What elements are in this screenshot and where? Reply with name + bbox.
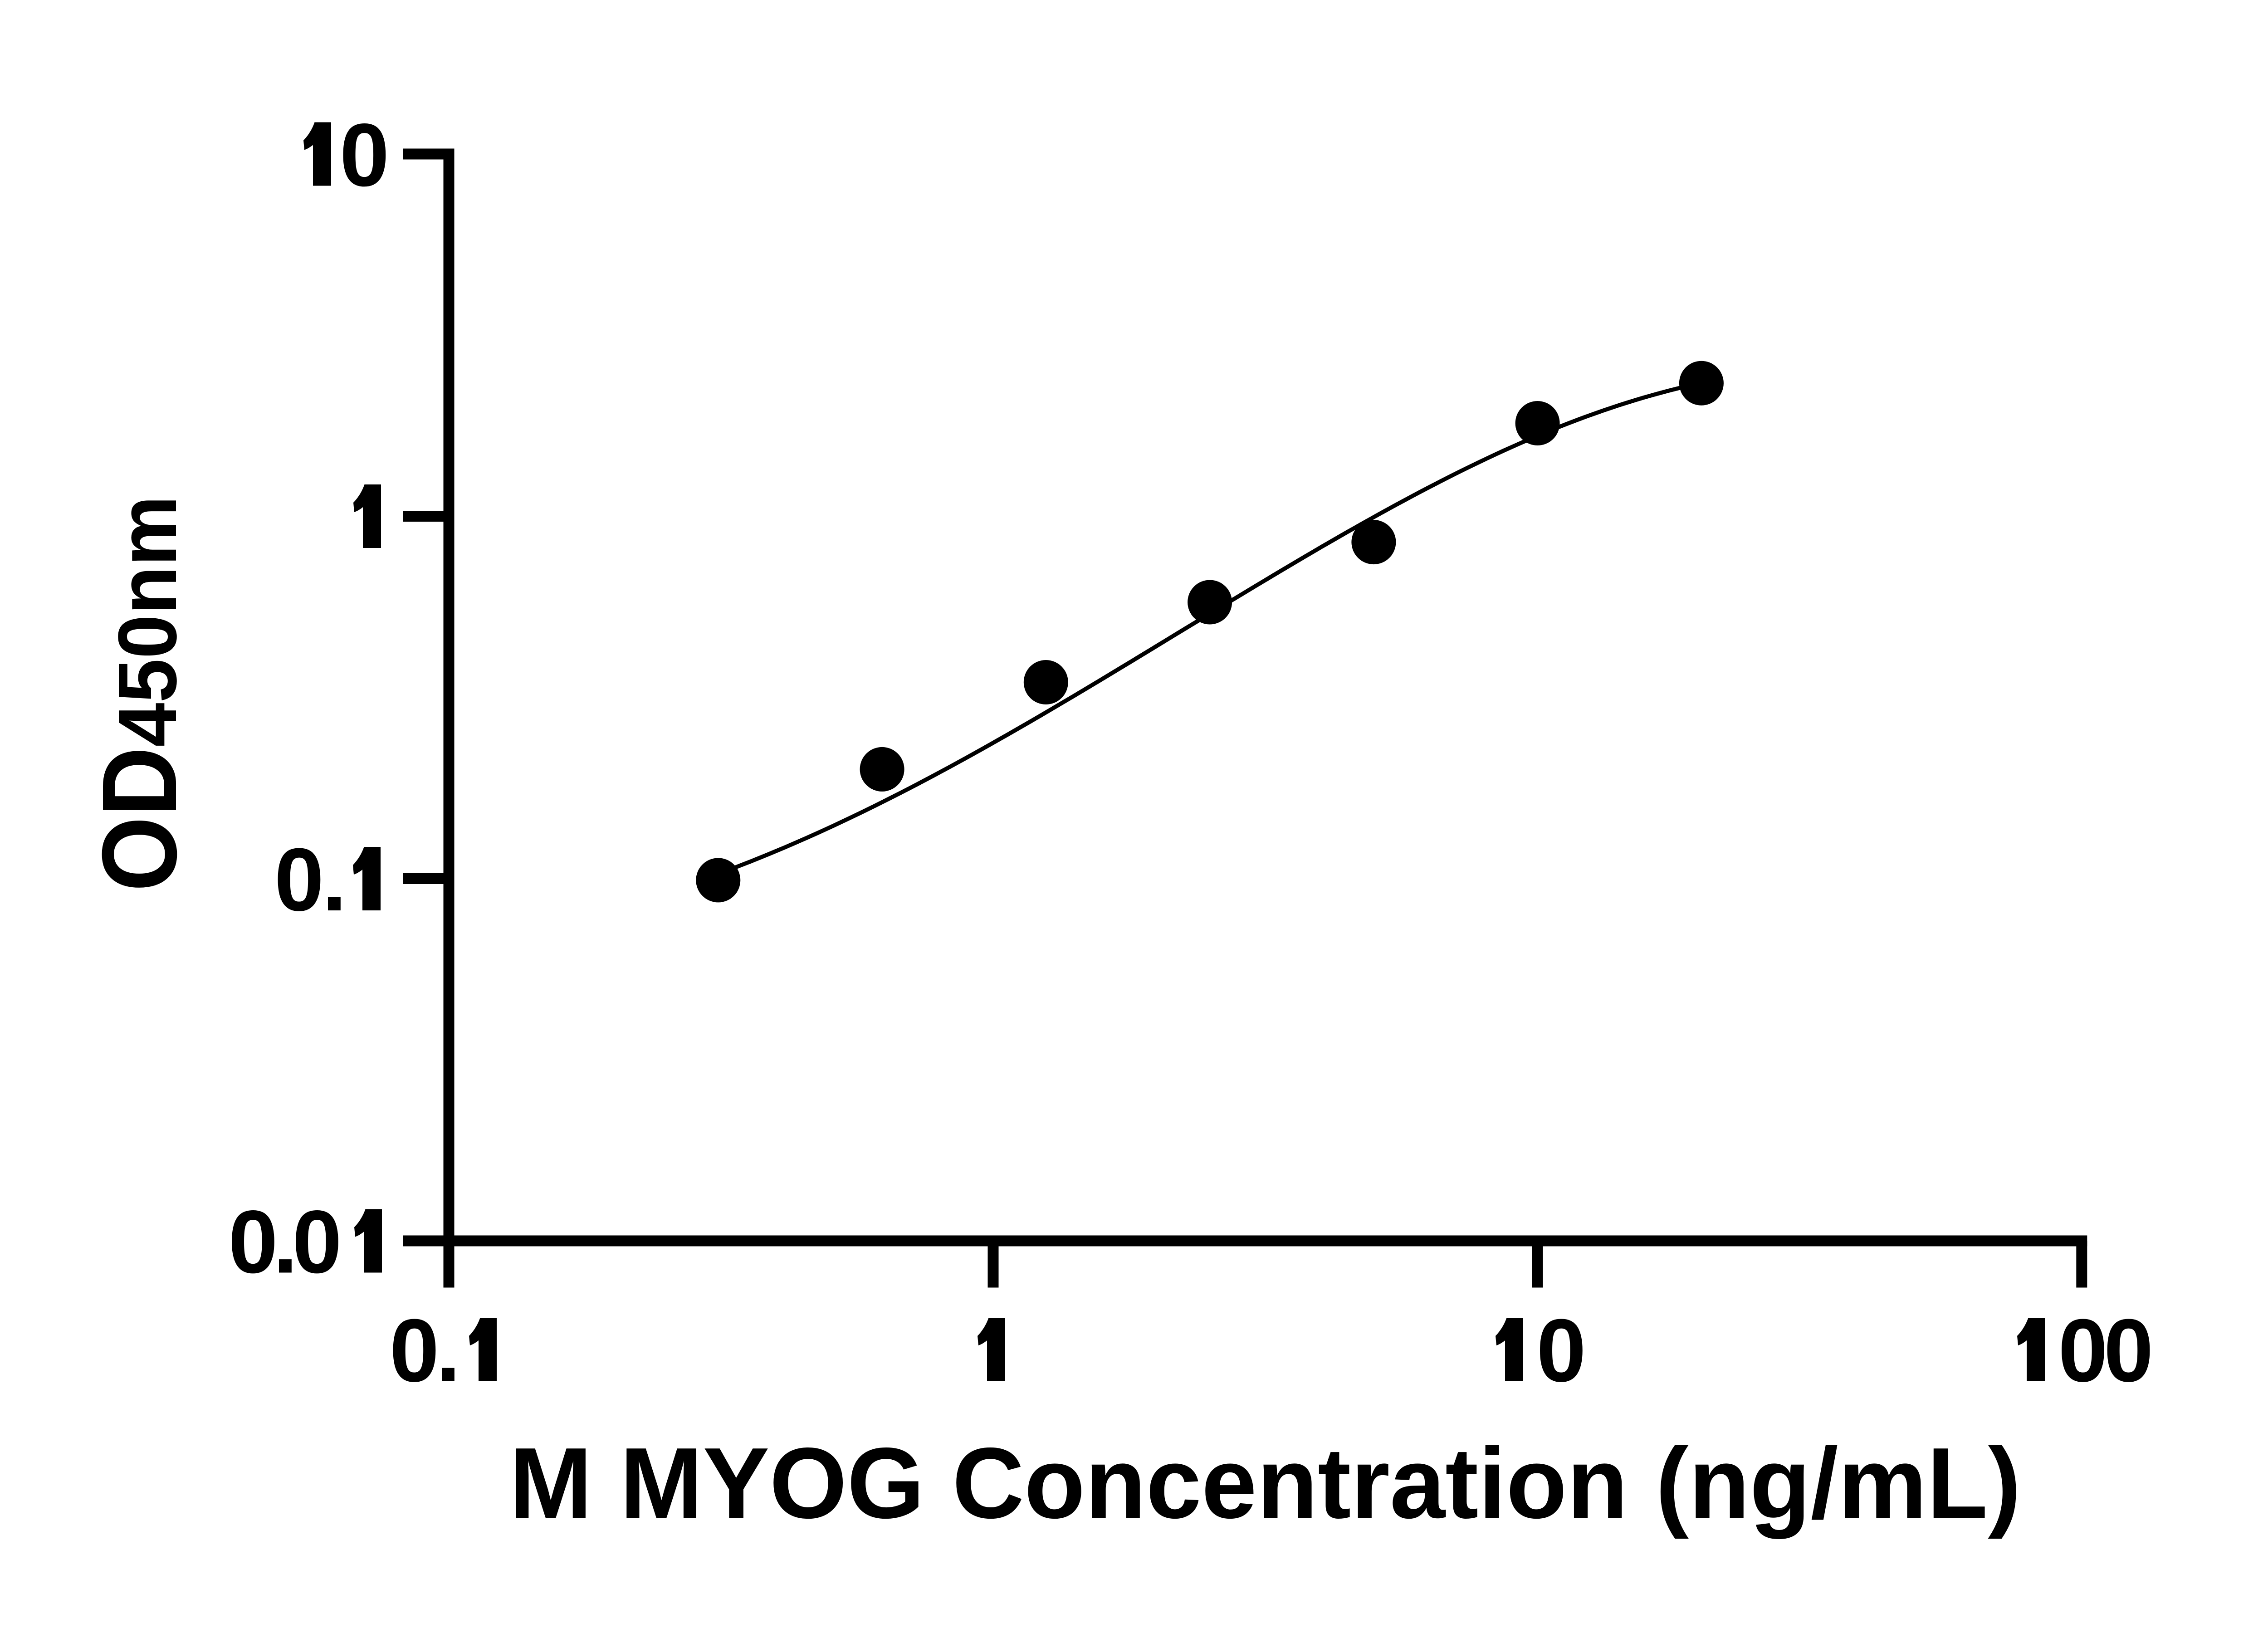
svg-text:0: 0 [274,830,324,929]
svg-text:OD450nm: OD450nm [80,496,199,892]
svg-text:0: 0 [340,105,390,205]
svg-text:.: . [322,830,347,929]
svg-text:0: 0 [390,1301,440,1400]
svg-text:M MYOG Concentration (ng/mL): M MYOG Concentration (ng/mL) [509,1427,2021,1540]
svg-text:.: . [436,1301,461,1400]
svg-text:.: . [273,1192,298,1292]
svg-text:0: 0 [228,1192,278,1292]
svg-text:0: 0 [2104,1301,2154,1400]
svg-text:0: 0 [292,1192,342,1292]
svg-text:0: 0 [1536,1301,1586,1400]
svg-text:0: 0 [2058,1301,2108,1400]
